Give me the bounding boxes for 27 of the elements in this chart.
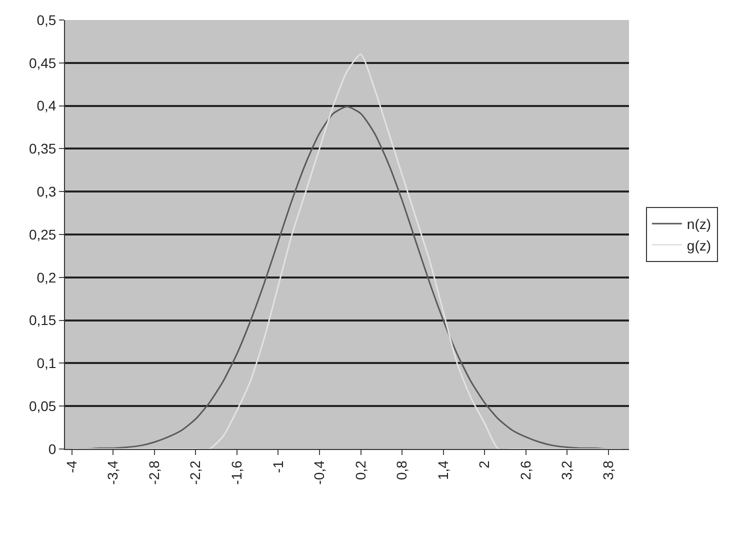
y-tick-label: 0,35 — [28, 140, 56, 157]
y-tick-label: 0,1 — [36, 355, 56, 372]
legend-label: g(z) — [686, 237, 712, 254]
x-tick-label: -2,2 — [187, 460, 204, 485]
y-tick-label: 0,2 — [36, 269, 56, 286]
y-tick-label: 0,05 — [28, 398, 56, 414]
x-tick-label: 3,2 — [558, 460, 575, 480]
x-tick-label: 2,6 — [517, 460, 534, 480]
x-tick-label: 1,4 — [434, 460, 451, 480]
legend-label: n(z) — [686, 216, 712, 232]
x-tick-label: -4 — [63, 460, 80, 474]
y-tick-label: 0,3 — [36, 184, 56, 200]
x-tick-label: -1,6 — [228, 460, 244, 485]
y-tick-label: 0,4 — [36, 98, 56, 114]
y-tick-label: 0,15 — [28, 312, 56, 328]
y-tick-label: 0 — [48, 440, 56, 457]
y-tick-label: 0,25 — [28, 226, 56, 242]
x-tick-label: 0,2 — [352, 460, 368, 480]
y-tick-label: 0,45 — [28, 54, 56, 71]
x-tick-label: -2,8 — [146, 460, 162, 485]
y-tick-label: 0,5 — [36, 12, 56, 28]
x-tick-label: -0,4 — [311, 460, 328, 485]
x-tick-label: 2 — [476, 460, 492, 468]
x-tick-label: 0,8 — [394, 460, 410, 480]
x-tick-label: -1 — [270, 460, 286, 474]
x-tick-label: 3,8 — [600, 460, 616, 480]
x-tick-label: -3,4 — [104, 460, 121, 485]
